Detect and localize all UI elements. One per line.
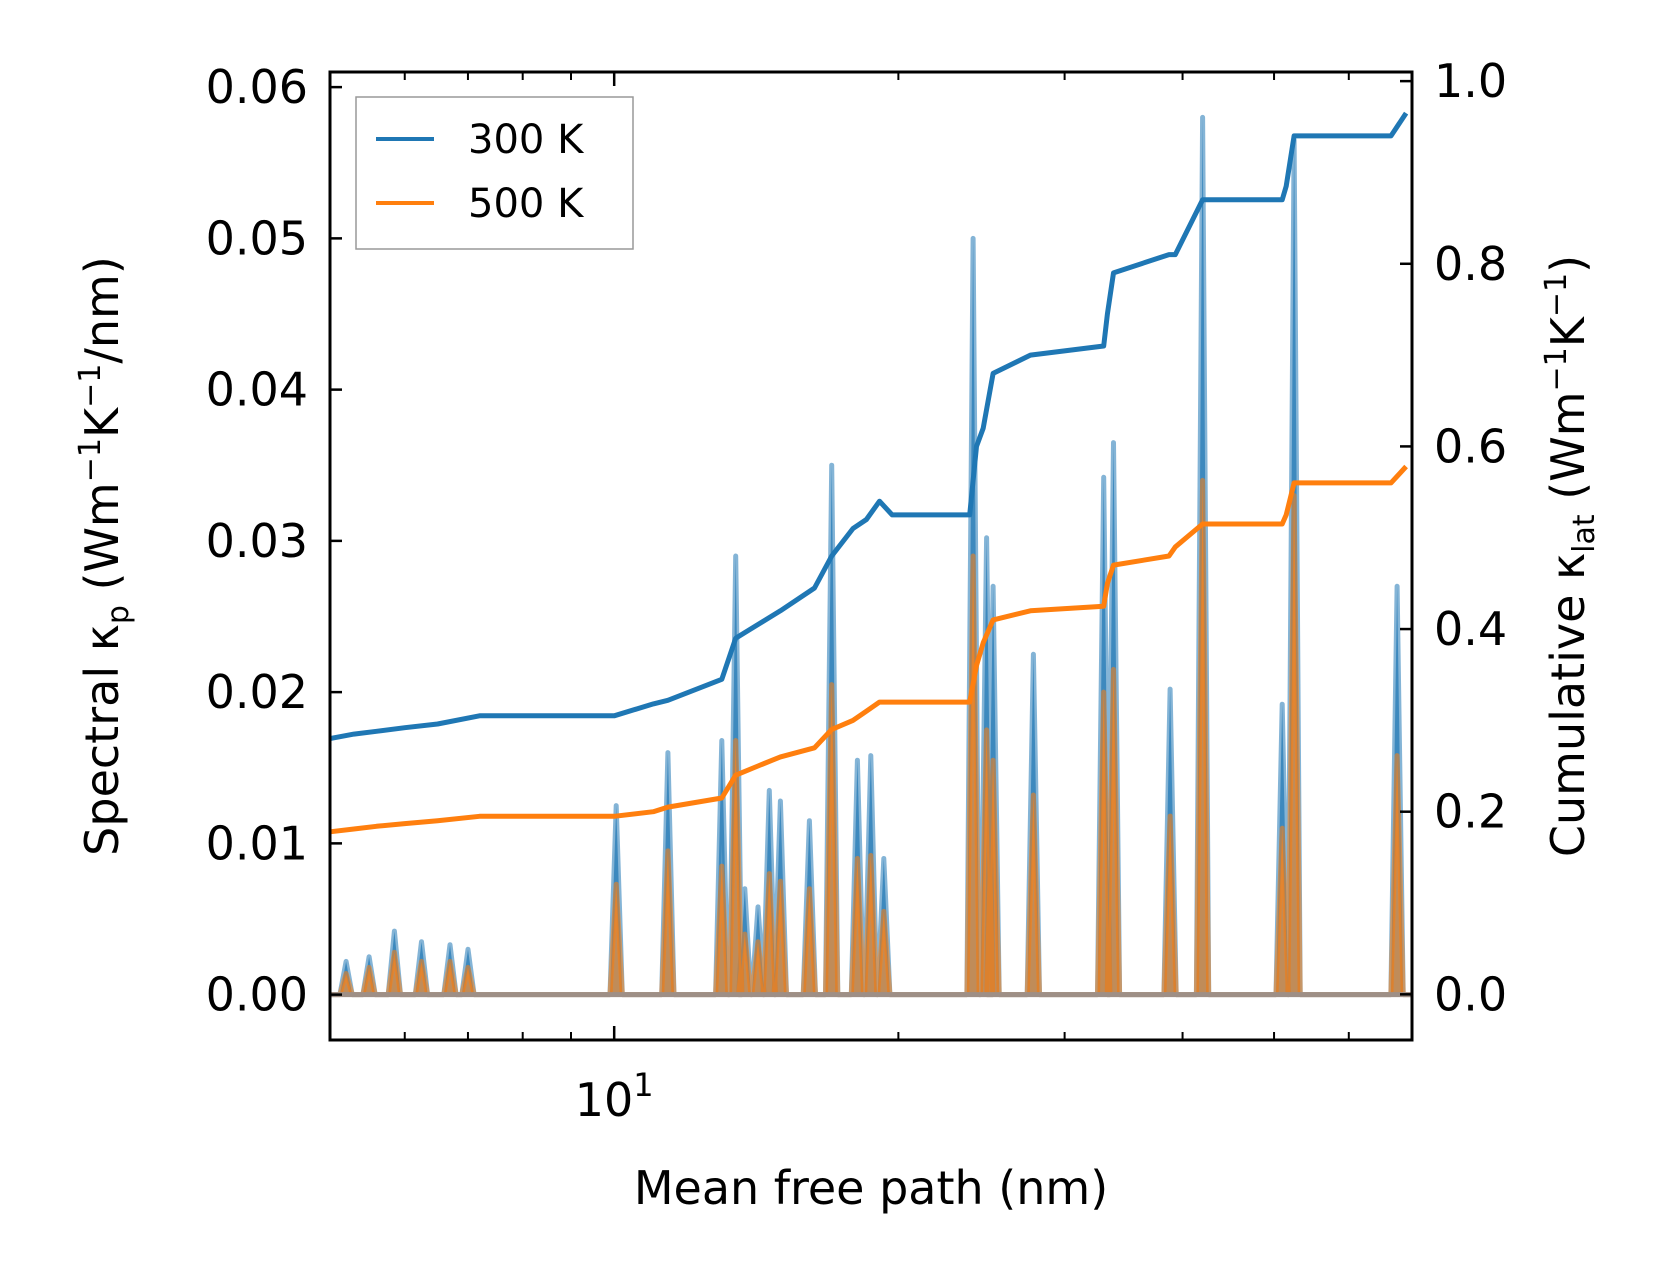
x-axis-title: Mean free path (nm) (634, 1161, 1108, 1215)
x-tick-label: 101 (575, 1066, 654, 1127)
cumulative-line-300k (329, 111, 1409, 742)
y-left-tick-label: 0.00 (206, 968, 308, 1022)
y-right-tick-label: 0.8 (1434, 237, 1507, 291)
y-left-tick-label: 0.04 (206, 363, 308, 417)
axis-ticks: 0.00 0.01 0.02 0.03 0.04 0.05 0.06 0.0 0.2 0.4 0.6… (206, 54, 1508, 1127)
left-axis-title: Spectral κp (Wm−1K−1/nm) (73, 256, 136, 856)
y-left-tick-label: 0.01 (206, 816, 308, 870)
y-left-tick-label: 0.06 (206, 60, 308, 114)
y-right-tick-label: 0.0 (1434, 967, 1507, 1021)
y-left-tick-label: 0.02 (206, 665, 308, 719)
right-axis-title: Cumulative κlat (Wm−1K−1) (1539, 255, 1602, 857)
spectral-area-500k (330, 480, 1412, 995)
y-left-tick-label: 0.05 (206, 211, 308, 265)
y-right-tick-label: 0.6 (1434, 419, 1507, 473)
legend: 300 K 500 K (355, 96, 634, 250)
plot-area (329, 111, 1412, 998)
y-left-tick-label: 0.03 (206, 514, 308, 568)
legend-frame (355, 96, 634, 250)
y-right-tick-label: 0.4 (1434, 602, 1507, 656)
legend-label-500k: 500 K (468, 181, 585, 227)
y-right-tick-label: 0.2 (1434, 785, 1507, 839)
y-right-tick-label: 1.0 (1434, 54, 1507, 108)
cumulative-line-500k (329, 464, 1408, 835)
plot-frame (328, 70, 1414, 1042)
legend-label-300k: 300 K (468, 117, 585, 163)
